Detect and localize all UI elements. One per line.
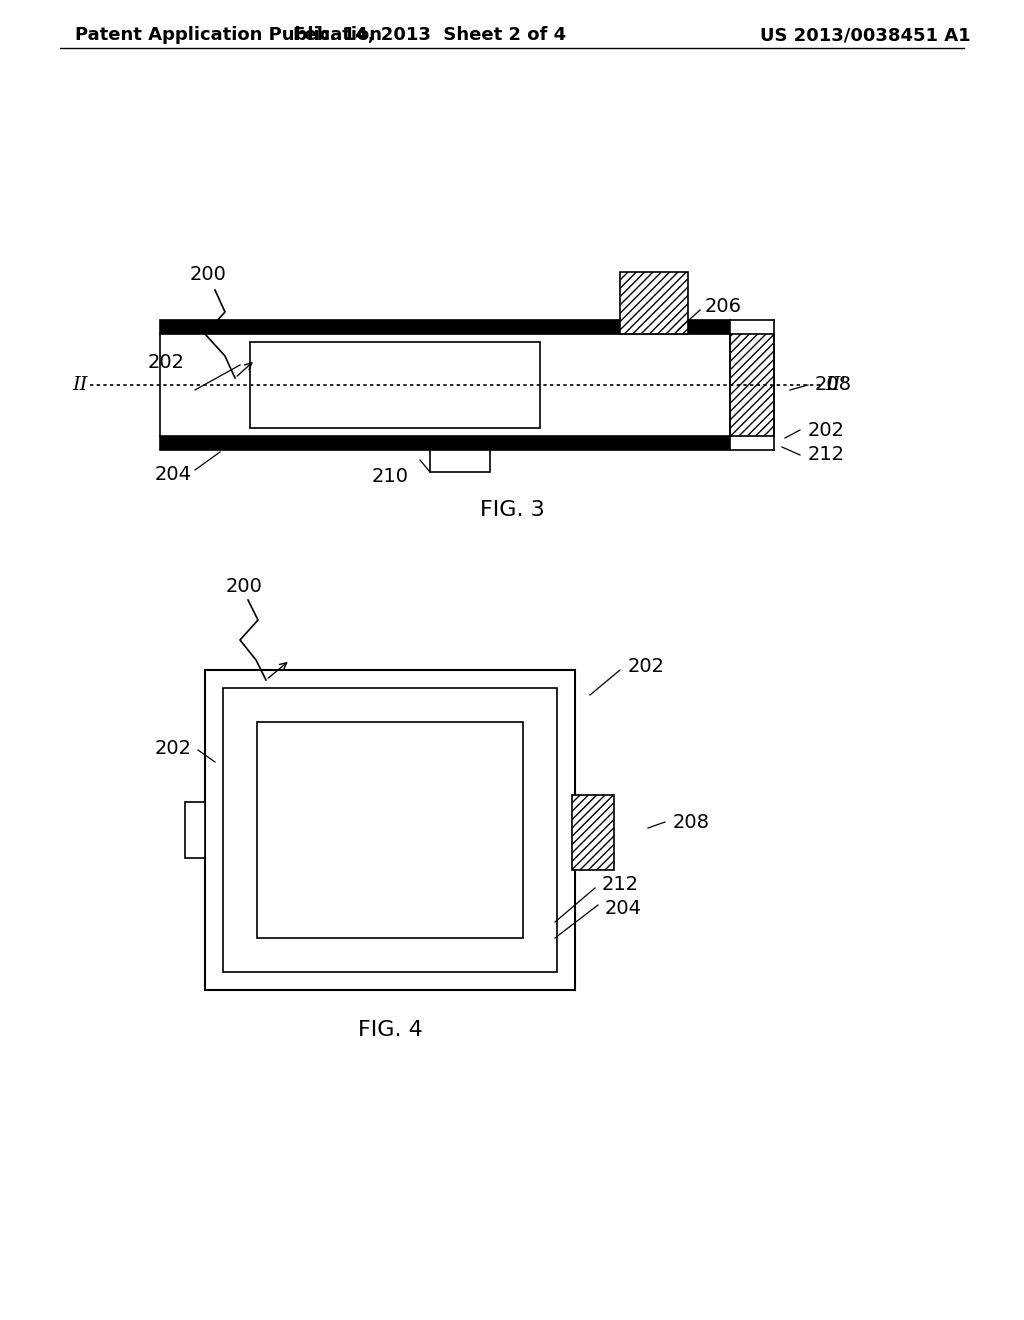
Bar bbox=[160, 436, 730, 450]
Text: Patent Application Publication: Patent Application Publication bbox=[75, 26, 382, 44]
Text: 202: 202 bbox=[808, 421, 845, 440]
Text: 206: 206 bbox=[705, 297, 742, 315]
Text: 204: 204 bbox=[605, 899, 642, 917]
Bar bbox=[160, 319, 730, 334]
Text: 202: 202 bbox=[155, 738, 193, 758]
Bar bbox=[572, 795, 614, 870]
Text: II: II bbox=[73, 376, 88, 393]
Bar bbox=[620, 272, 688, 334]
Text: FIG. 4: FIG. 4 bbox=[357, 1020, 422, 1040]
Bar bbox=[257, 722, 523, 939]
Bar bbox=[205, 671, 575, 990]
Text: 210: 210 bbox=[372, 467, 409, 487]
Text: 200: 200 bbox=[226, 577, 263, 595]
Bar bbox=[223, 688, 557, 972]
Text: US 2013/0038451 A1: US 2013/0038451 A1 bbox=[760, 26, 971, 44]
Bar bbox=[430, 450, 490, 473]
Text: 200: 200 bbox=[190, 265, 227, 285]
Text: 208: 208 bbox=[815, 375, 852, 395]
Text: 202: 202 bbox=[148, 354, 185, 372]
Text: 212: 212 bbox=[602, 874, 639, 894]
Text: 202: 202 bbox=[628, 657, 665, 676]
Text: Feb. 14, 2013  Sheet 2 of 4: Feb. 14, 2013 Sheet 2 of 4 bbox=[294, 26, 566, 44]
Text: 208: 208 bbox=[673, 813, 710, 832]
Text: 212: 212 bbox=[808, 446, 845, 465]
Text: 204: 204 bbox=[155, 466, 193, 484]
Text: II': II' bbox=[825, 376, 846, 393]
Bar bbox=[185, 803, 205, 858]
Text: FIG. 3: FIG. 3 bbox=[479, 500, 545, 520]
Bar bbox=[730, 334, 774, 436]
Bar bbox=[250, 342, 540, 428]
